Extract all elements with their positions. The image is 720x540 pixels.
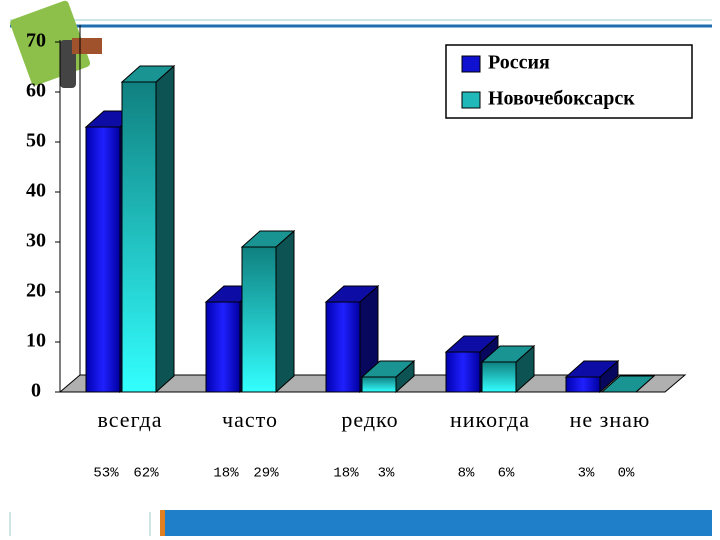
bar: [241, 246, 277, 393]
bar-group: [600, 375, 656, 393]
value-label: 3%: [378, 466, 395, 482]
bar: [445, 351, 481, 393]
bar-group: [120, 64, 176, 394]
footer-bar: [165, 510, 712, 536]
bar-group: [360, 359, 416, 394]
y-tick-label: 10: [26, 330, 46, 352]
y-tick-label: 0: [31, 380, 41, 402]
bar-top: [600, 375, 656, 393]
bar-group: [564, 359, 620, 394]
y-tick-label: 20: [26, 280, 46, 302]
x-tick-label: не знаю: [570, 407, 651, 432]
footer-accent: [160, 510, 165, 536]
legend-label: Новочебоксарск: [488, 88, 635, 110]
x-tick-label: никогда: [450, 407, 530, 432]
x-tick-label: всегда: [98, 407, 163, 432]
bar: [565, 376, 601, 393]
value-label: 6%: [498, 466, 515, 482]
y-tick-label: 70: [26, 30, 46, 52]
y-tick-label: 50: [26, 130, 46, 152]
bar: [205, 301, 241, 393]
bar-group: [324, 284, 380, 394]
value-label: 18%: [333, 466, 359, 482]
value-label: 18%: [213, 466, 239, 482]
bar: [481, 361, 517, 393]
value-label: 53%: [93, 466, 119, 482]
bar-group: [240, 229, 296, 394]
x-tick-label: часто: [222, 407, 278, 432]
bar: [121, 81, 157, 393]
bar-group: [480, 344, 536, 394]
legend-swatch: [461, 91, 481, 109]
bar: [325, 301, 361, 393]
book-icon: [10, 0, 102, 88]
legend-swatch: [461, 55, 481, 73]
bar-side: [275, 229, 295, 394]
value-label: 8%: [458, 466, 475, 482]
value-label: 29%: [253, 466, 279, 482]
bar: [85, 126, 121, 393]
y-tick-label: 60: [26, 80, 46, 102]
value-label: 62%: [133, 466, 159, 482]
legend-label: Россия: [488, 52, 550, 74]
bar: [361, 376, 397, 393]
y-tick-label: 40: [26, 180, 46, 202]
y-tick-label: 30: [26, 230, 46, 252]
value-label: 0%: [618, 466, 635, 482]
bar-side: [155, 64, 175, 394]
value-label: 3%: [578, 466, 595, 482]
legend-box: [445, 44, 693, 119]
x-tick-label: редко: [341, 407, 398, 432]
